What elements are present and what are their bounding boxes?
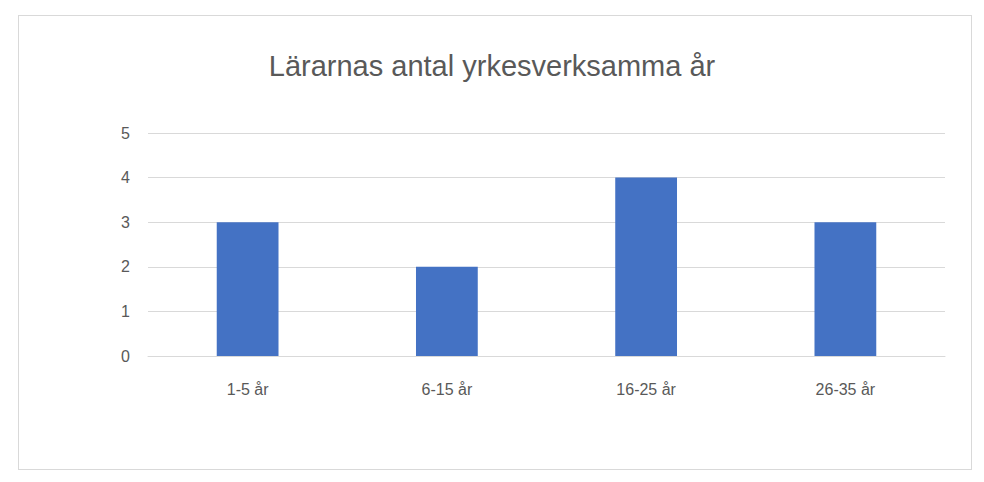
svg-text:1-5 år: 1-5 år bbox=[227, 381, 269, 398]
svg-text:3: 3 bbox=[121, 214, 130, 231]
svg-text:26-35 år: 26-35 år bbox=[816, 381, 876, 398]
svg-text:4: 4 bbox=[121, 169, 130, 186]
svg-text:2: 2 bbox=[121, 258, 130, 275]
svg-text:0: 0 bbox=[121, 348, 130, 365]
svg-text:1: 1 bbox=[121, 303, 130, 320]
svg-text:16-25 år: 16-25 år bbox=[616, 381, 676, 398]
svg-text:Lärarnas antal yrkesverksamma: Lärarnas antal yrkesverksamma år bbox=[269, 50, 716, 82]
svg-text:6-15 år: 6-15 år bbox=[422, 381, 473, 398]
svg-text:5: 5 bbox=[121, 125, 130, 142]
